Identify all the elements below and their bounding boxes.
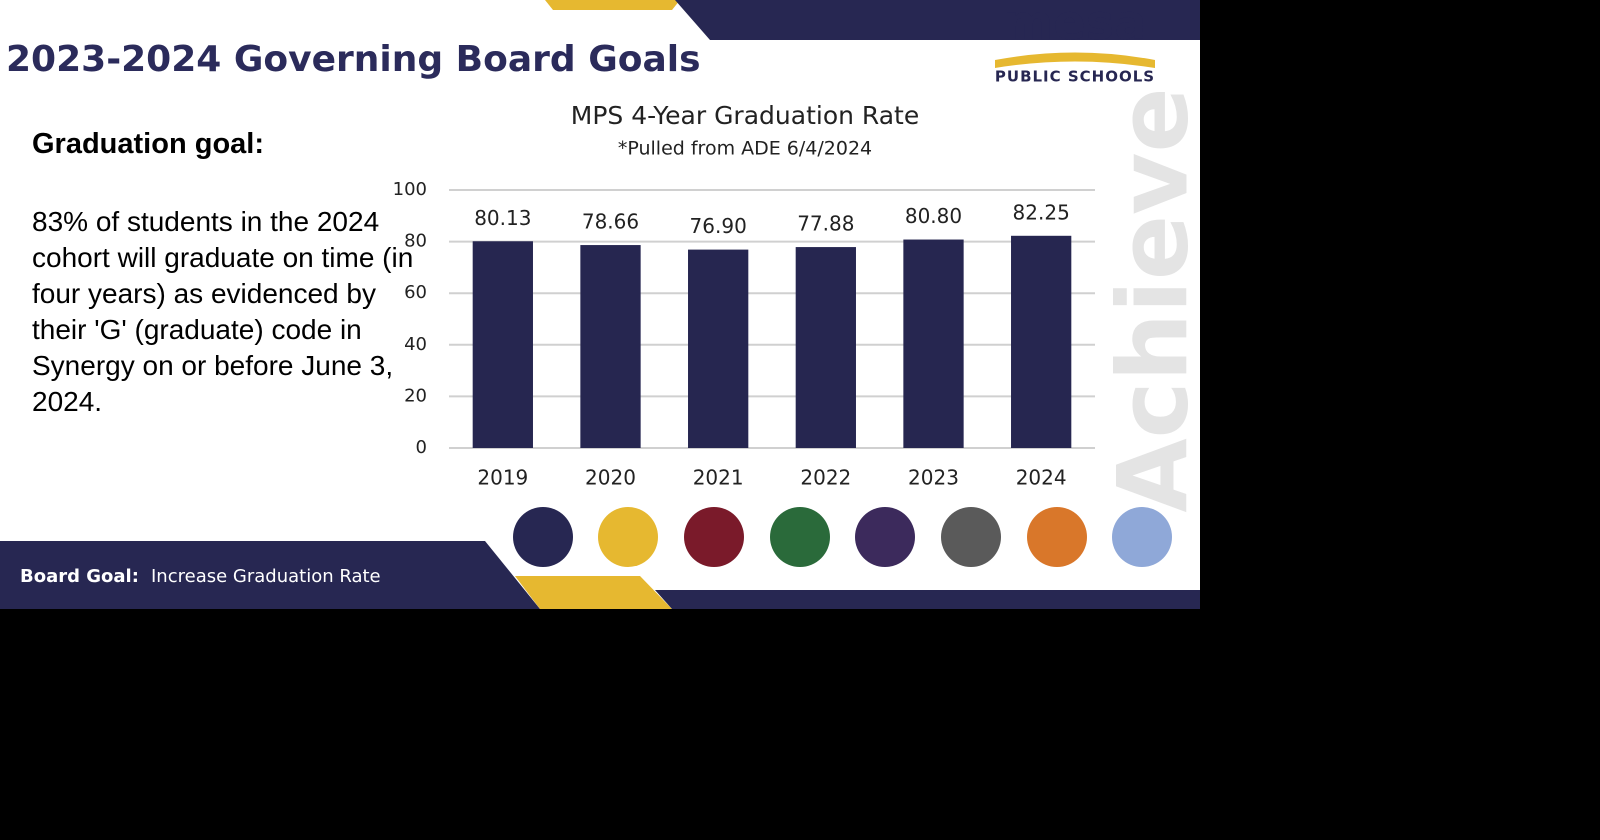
x-tick-label: 2021	[693, 466, 744, 490]
x-tick-label: 2020	[585, 466, 636, 490]
x-tick-label: 2019	[477, 466, 528, 490]
x-tick-label: 2022	[800, 466, 851, 490]
y-tick-label: 80	[404, 231, 427, 252]
data-label: 78.66	[582, 210, 639, 234]
y-tick-label: 20	[404, 385, 427, 406]
x-tick-label: 2024	[1016, 466, 1067, 490]
watermark: Achieve	[1097, 87, 1209, 512]
bar	[472, 241, 533, 448]
decor	[655, 590, 1200, 609]
logo-book	[995, 52, 1155, 68]
bar	[580, 245, 641, 448]
footer-label: Board Goal:	[20, 566, 139, 587]
data-label: 80.80	[905, 204, 962, 228]
data-label: 82.25	[1013, 200, 1070, 224]
goal-text: 83% of students in the 2024 cohort will …	[32, 206, 414, 417]
y-tick-label: 40	[404, 334, 427, 355]
bar	[795, 247, 856, 448]
goal-heading: Graduation goal:	[32, 128, 264, 160]
decor	[545, 0, 680, 10]
slide-title: 2023-2024 Governing Board Goals	[6, 39, 701, 80]
logo: mesa	[1003, 0, 1147, 51]
bar	[1011, 235, 1072, 448]
data-label: 76.90	[690, 214, 747, 238]
data-label: 80.13	[474, 206, 531, 230]
chart-title: MPS 4-Year Graduation Rate	[571, 101, 919, 130]
bar	[688, 249, 749, 448]
decor	[0, 541, 540, 609]
y-tick-label: 100	[393, 179, 427, 200]
y-tick-label: 0	[416, 437, 427, 458]
logo-subtitle: PUBLIC SCHOOLS	[995, 68, 1155, 86]
icons	[513, 507, 1172, 567]
decor	[515, 576, 672, 609]
x-tick-label: 2023	[908, 466, 959, 490]
bar	[903, 239, 964, 448]
decor	[675, 0, 1200, 40]
y-tick-label: 60	[404, 282, 427, 303]
chart-subtitle: *Pulled from ADE 6/4/2024	[618, 138, 872, 160]
footer-text: Increase Graduation Rate	[151, 566, 381, 587]
data-label: 77.88	[797, 212, 854, 236]
